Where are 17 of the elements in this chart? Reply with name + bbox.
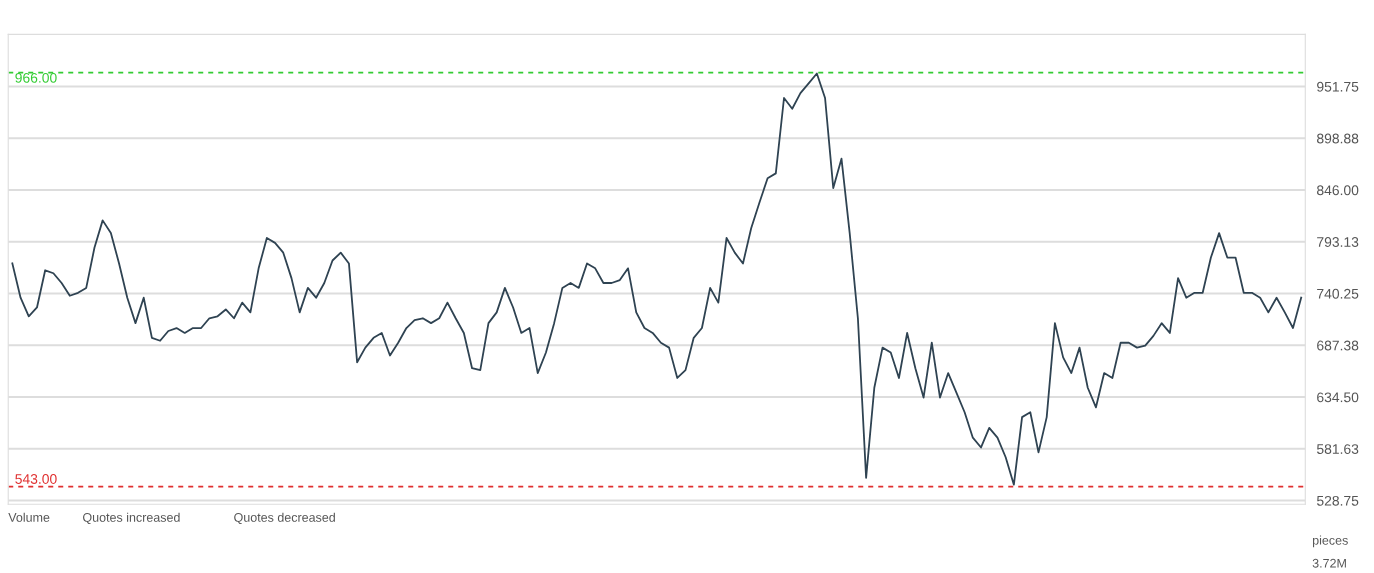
text: 3.72M [1312,558,1346,568]
y-tick-label: 793.13 [1317,237,1359,247]
ref-line-label: 966.00 [15,72,57,83]
line-series [11,72,1303,486]
y-tick-label: 898.88 [1317,133,1359,144]
text: Volume [8,512,50,522]
y-tick-label: 581.63 [1316,444,1359,454]
y-tick-label: 528.75 [1316,495,1359,506]
text: Quotes decreased [234,512,335,525]
y-tick-label: 687.38 [1317,340,1359,351]
text: Quotes increased [83,512,180,525]
y-tick-label: 634.50 [1317,392,1359,403]
text: pieces [1312,535,1348,548]
y-tick-label: 846.00 [1317,185,1359,196]
y-tick-label: 951.75 [1317,81,1359,92]
y-tick-label: 740.25 [1317,288,1359,299]
ref-line-label: 543.00 [15,474,57,484]
